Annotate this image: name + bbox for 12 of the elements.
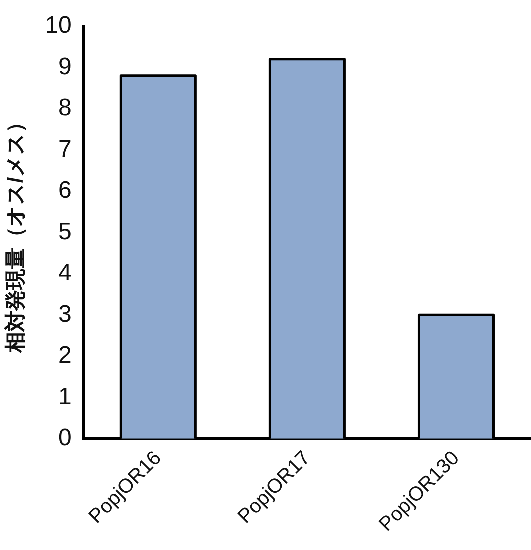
y-tick-label: 9 — [58, 53, 72, 80]
y-tick-label: 3 — [58, 300, 72, 328]
y-tick-label: 10 — [45, 12, 72, 40]
y-tick-label: 2 — [58, 342, 72, 370]
y-tick-label: 4 — [58, 260, 72, 287]
y-tick-label: 7 — [58, 136, 72, 163]
y-tick-label: 5 — [58, 218, 72, 246]
y-axis-title: 相対発現量（オス/メス） — [3, 112, 28, 354]
y-tick-label: 0 — [58, 424, 72, 452]
y-tick-label: 8 — [58, 94, 72, 122]
y-tick-label: 1 — [58, 383, 72, 410]
y-tick-label: 6 — [58, 177, 72, 204]
